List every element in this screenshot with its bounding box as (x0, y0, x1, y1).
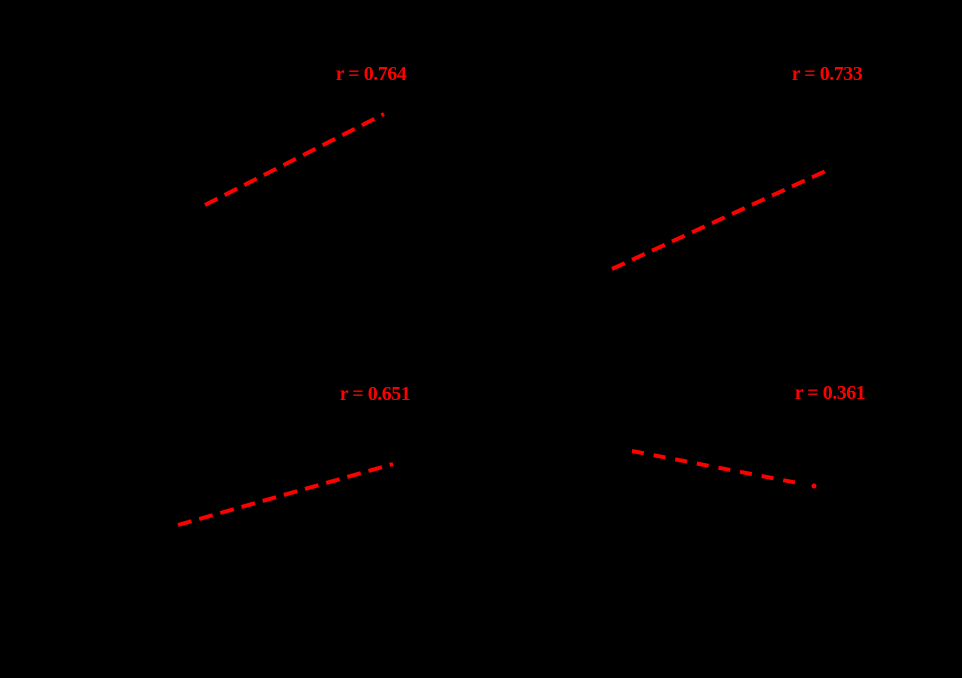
trend-line-end-dot-bottom-right (811, 483, 817, 489)
r-value-label-bottom-left: r = 0.651 (339, 383, 411, 405)
r-value-label-top-right: r = 0.733 (791, 63, 863, 85)
trend-line-top-left (204, 112, 385, 207)
trend-line-bottom-left (177, 462, 394, 527)
trend-line-bottom-right (631, 449, 804, 486)
r-value-label-top-left: r = 0.764 (335, 63, 407, 85)
r-value-label-bottom-right: r = 0.361 (794, 382, 866, 404)
trend-line-top-right (611, 167, 831, 271)
